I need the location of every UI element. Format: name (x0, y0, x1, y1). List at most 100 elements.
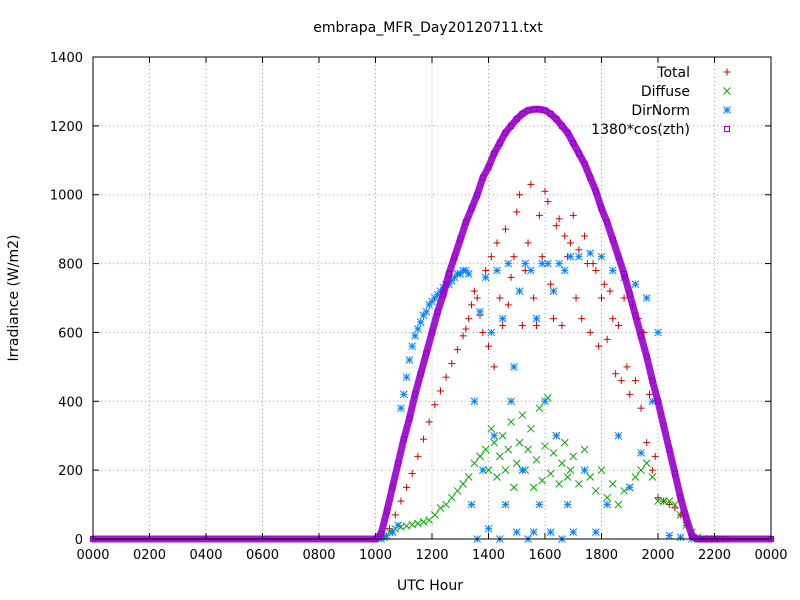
series-0-point (442, 373, 450, 381)
series-1-point (538, 476, 547, 485)
series-1-point (642, 459, 651, 468)
series-3-point (649, 377, 656, 384)
series-1-point (507, 418, 515, 426)
series-2-point (481, 273, 490, 282)
series-2-point (490, 431, 499, 440)
series-1-point (436, 504, 445, 512)
series-2-point (642, 294, 651, 302)
series-1-point (430, 511, 439, 519)
series-0-point (504, 301, 512, 309)
series-0-point (527, 180, 535, 188)
series-1-point (603, 493, 612, 502)
series-1-point (614, 500, 623, 509)
series-3 (89, 105, 775, 543)
series-3-point (592, 188, 599, 195)
series-1-point (518, 411, 527, 419)
series-3-point (400, 436, 407, 443)
series-0-point (535, 211, 543, 219)
y-tick-label: 0 (75, 533, 83, 548)
series-3-point (564, 129, 571, 136)
x-tick-label: 1400 (472, 548, 505, 563)
series-2-point (631, 280, 640, 289)
series-1-point (470, 459, 479, 468)
series-2-point (527, 266, 535, 275)
series-3-point (542, 107, 548, 114)
series-2-point (603, 500, 612, 509)
series-2-point (411, 332, 419, 340)
series-0-point (470, 287, 478, 295)
y-axis-label: Irradiance (W/m2) (6, 235, 22, 362)
legend-entry-label: Diffuse (641, 84, 690, 100)
series-0-point (496, 294, 504, 302)
series-1-point (504, 445, 513, 454)
series-3-point (671, 470, 678, 477)
series-0-point (538, 253, 546, 261)
series-0-point (518, 322, 526, 330)
series-2-point (552, 431, 561, 440)
series-3-point (508, 122, 515, 129)
series-2-point (399, 390, 408, 399)
series-0-point (566, 239, 574, 247)
series-1-point (493, 473, 501, 481)
series-0-point (612, 370, 620, 378)
series-3-point (604, 219, 611, 226)
series-2-point (665, 531, 674, 540)
series-3-point (451, 253, 458, 260)
series-3-point (389, 484, 396, 491)
series-0-point (561, 232, 569, 240)
series-1-point (541, 442, 549, 450)
series-0-point (482, 266, 490, 274)
x-axis-label: UTC Hour (397, 578, 463, 594)
series-2-point (501, 500, 510, 509)
series-0-point (569, 211, 577, 219)
x-tick-label: 2000 (641, 548, 674, 563)
series-3-point (434, 308, 441, 315)
series-2-point (575, 252, 583, 261)
series-1-point (464, 473, 473, 481)
series-2-point (555, 259, 563, 268)
series-3-point (412, 391, 419, 398)
series-2-point (464, 270, 473, 278)
series-2-point (507, 397, 515, 406)
series-0-point (448, 359, 456, 367)
series-0-point (436, 387, 444, 395)
series-3-point (553, 115, 560, 122)
series-0-point (541, 187, 549, 195)
series-3-point (496, 140, 503, 147)
series-2-point (515, 287, 524, 295)
series-0-point (507, 273, 515, 281)
series-1-point (659, 497, 668, 505)
series-0-point (487, 253, 495, 261)
series-2-point (470, 397, 479, 406)
x-tick-label: 0800 (302, 548, 335, 563)
series-2-point (504, 259, 513, 268)
series-0-point (547, 280, 555, 288)
series-3-band (89, 105, 775, 543)
series-3-point (383, 508, 390, 515)
series-1 (380, 393, 719, 543)
series-0-point (578, 315, 586, 323)
series-0-point (646, 390, 654, 398)
y-tick-label: 1200 (50, 120, 83, 135)
series-2-point (586, 249, 595, 258)
legend: Total Diffuse DirNorm 1380*cos(zth) (591, 65, 731, 138)
series-0-point (499, 322, 507, 330)
series-1-point (560, 438, 569, 447)
series-1-point (665, 497, 674, 505)
series-3-point (621, 270, 628, 277)
series-3-point (570, 140, 577, 147)
series-3-point (683, 515, 690, 522)
series-1-point (563, 473, 572, 481)
series-1-point (487, 424, 496, 433)
series-0-point (465, 315, 473, 323)
series-3-point (491, 150, 498, 157)
series-1-point (654, 497, 662, 505)
series-1-point (586, 473, 595, 481)
series-0-point (620, 294, 628, 302)
series-0-point (643, 439, 651, 447)
series-0-point (637, 404, 645, 412)
series-0-point (530, 294, 538, 302)
series-3-point (406, 415, 413, 422)
series-1-point (490, 438, 499, 447)
